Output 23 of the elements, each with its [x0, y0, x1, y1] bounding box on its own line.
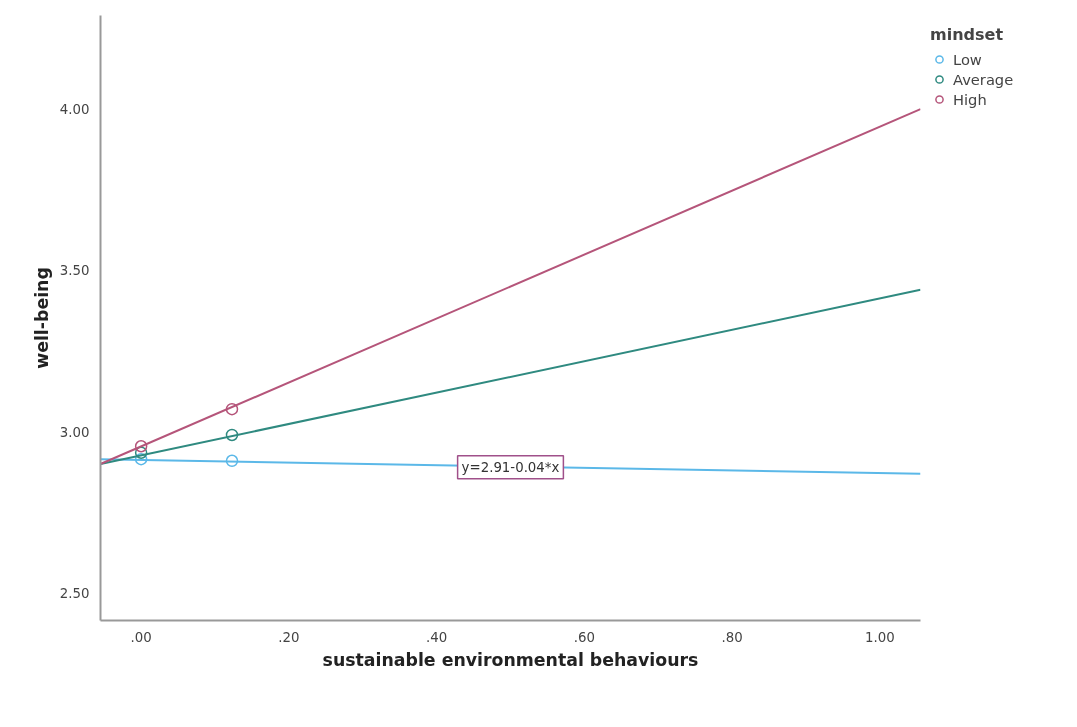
legend-title: mindset	[930, 25, 1005, 44]
y-tick-label: 3.50	[59, 263, 90, 279]
y-tick-label: 2.50	[59, 586, 90, 602]
point	[225, 454, 239, 468]
point	[225, 402, 239, 416]
x-tick-label: .40	[426, 629, 448, 645]
legend-label: Low	[953, 50, 982, 68]
x-axis-title: sustainable environmental behaviours	[322, 649, 699, 670]
point	[134, 452, 148, 466]
point	[225, 428, 239, 442]
x-tick-label: .80	[721, 629, 743, 645]
legend-label: Average	[953, 70, 1014, 88]
point	[134, 446, 148, 459]
y-tick-label: 3.00	[59, 424, 90, 440]
x-tick-label: 1.00	[865, 629, 895, 645]
x-tick-label: .00	[130, 629, 152, 645]
x-tick-label: .20	[278, 629, 300, 645]
legend-label: High	[953, 90, 987, 108]
y-tick-label: 4.00	[59, 102, 90, 118]
annotation: y=2.91-0.04*x	[461, 459, 560, 475]
y-axis-title: well-being	[31, 267, 52, 369]
point	[134, 440, 148, 453]
x-tick-label: .60	[573, 629, 595, 645]
